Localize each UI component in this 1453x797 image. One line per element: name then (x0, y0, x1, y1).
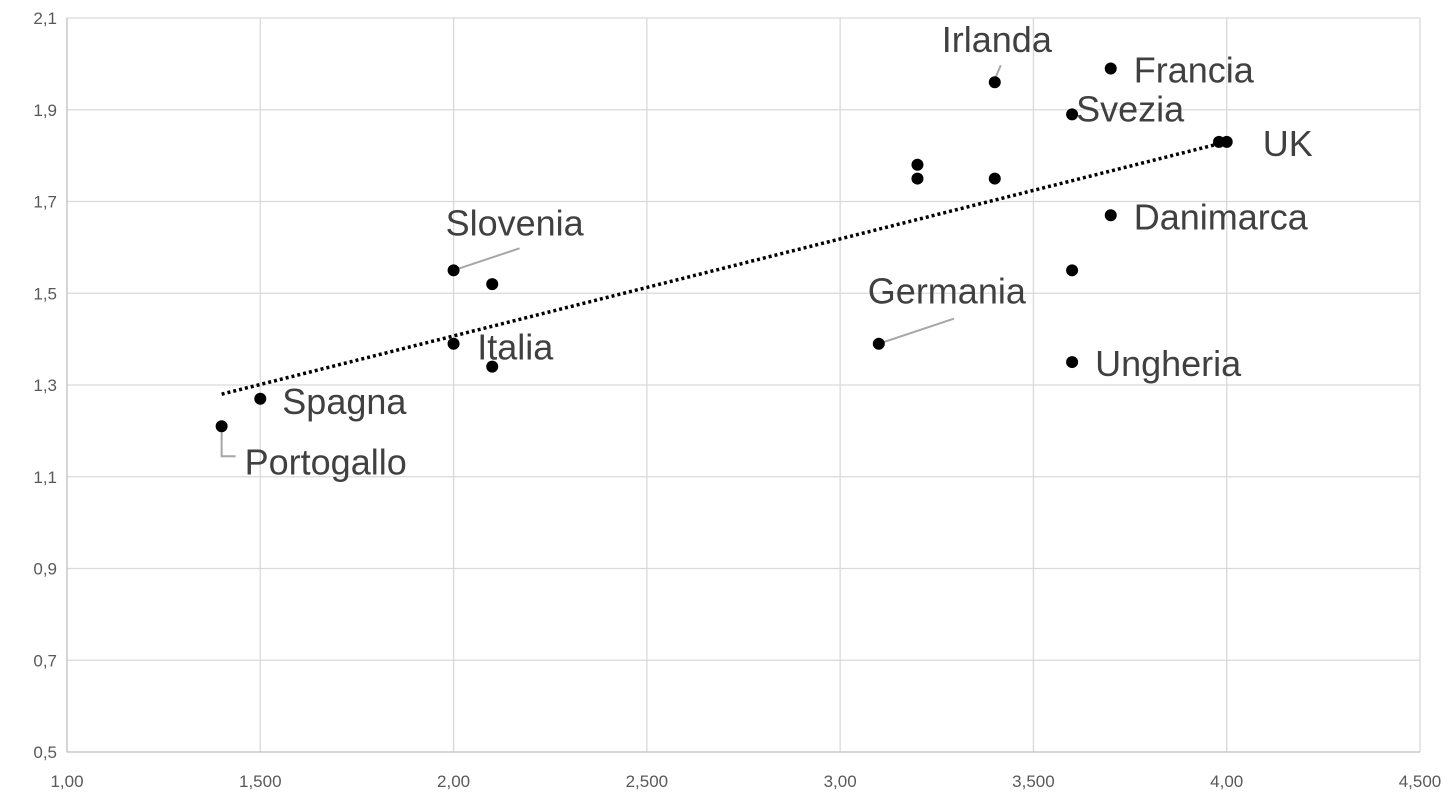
data-label: Ungheria (1095, 343, 1242, 384)
x-tick-label: 2,500 (626, 772, 669, 791)
y-tick-label: 0,5 (33, 743, 57, 762)
y-axis-ticks: 0,5 0,7 0,9 1,1 1,3 1,5 1,7 1,9 2,1 (33, 9, 57, 762)
data-point (911, 159, 923, 171)
y-tick-label: 1,1 (33, 468, 57, 487)
data-point (1066, 264, 1078, 276)
data-label: Slovenia (446, 202, 585, 243)
data-label: Irlanda (942, 19, 1053, 60)
data-point (1105, 62, 1117, 74)
grid-lines (67, 18, 1420, 752)
label-leader-line (879, 319, 954, 344)
x-tick-label: 3,00 (824, 772, 857, 791)
data-label: Portogallo (245, 441, 407, 482)
data-label: Germania (868, 271, 1027, 312)
data-point (254, 393, 266, 405)
data-point (911, 173, 923, 185)
data-label: Spagna (282, 381, 407, 422)
data-label: UK (1263, 123, 1313, 164)
y-tick-label: 0,9 (33, 560, 57, 579)
data-point (448, 338, 460, 350)
x-tick-label: 4,00 (1210, 772, 1243, 791)
x-tick-label: 4,500 (1399, 772, 1442, 791)
x-axis-ticks: 1,00 1,500 2,00 2,500 3,00 3,500 4,00 4,500 (50, 772, 1441, 791)
y-tick-label: 1,3 (33, 376, 57, 395)
y-tick-label: 1,9 (33, 101, 57, 120)
data-label: Danimarca (1134, 196, 1309, 237)
data-point (989, 76, 1001, 88)
y-tick-label: 1,7 (33, 193, 57, 212)
data-label: Francia (1134, 49, 1255, 90)
label-leader-line (222, 430, 236, 456)
data-point (1105, 209, 1117, 221)
data-point (216, 420, 228, 432)
data-point (448, 264, 460, 276)
data-labels: Portogallo Spagna Slovenia Italia Germania Ir… (245, 19, 1313, 482)
data-point (873, 338, 885, 350)
data-point (1066, 356, 1078, 368)
data-point (989, 173, 1001, 185)
data-point (486, 278, 498, 290)
x-tick-label: 1,00 (50, 772, 83, 791)
label-leader-line (454, 248, 520, 270)
y-tick-label: 0,7 (33, 651, 57, 670)
x-tick-label: 3,500 (1012, 772, 1055, 791)
x-tick-label: 2,00 (437, 772, 470, 791)
data-label: Italia (477, 327, 554, 368)
y-tick-label: 2,1 (33, 9, 57, 28)
x-tick-label: 1,500 (239, 772, 282, 791)
y-tick-label: 1,5 (33, 284, 57, 303)
data-point (1221, 136, 1233, 148)
data-label: Svezia (1076, 88, 1185, 129)
